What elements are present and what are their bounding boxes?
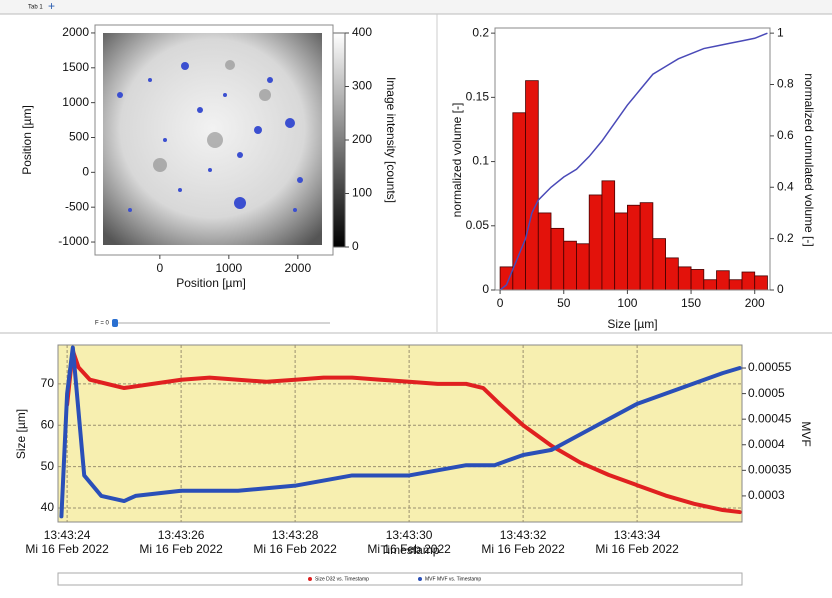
axis-title: Size [µm] [14, 409, 28, 459]
bar [563, 240, 577, 291]
plot-frame [94, 24, 334, 256]
x-tick-label: 2000 [284, 261, 311, 275]
bar [652, 238, 667, 291]
axis-title: Image intensity [counts] [384, 77, 398, 203]
legend-swatch [418, 577, 422, 581]
x-tick-label: 1000 [215, 261, 242, 275]
bar [627, 204, 641, 291]
x-tick-label: 13:43:26 Mi 16 Feb 2022 [139, 528, 223, 556]
y-tick-label: 500 [69, 130, 89, 144]
colorbar-tick-label: 100 [352, 186, 372, 200]
bar [665, 257, 679, 291]
series-line [59, 345, 742, 519]
tab-bar [0, 0, 832, 14]
bar [601, 180, 616, 291]
y2-tick-label: 0.0004 [748, 437, 785, 451]
x-tick-label: 13:43:32 Mi 16 Feb 2022 [481, 528, 565, 556]
slider-thumb[interactable] [112, 319, 118, 327]
y2-tick-label: 0.4 [777, 179, 794, 193]
y-tick-label: 50 [41, 459, 55, 473]
y-tick-label: 1000 [62, 95, 89, 109]
bar [639, 202, 654, 291]
axis-title: normalized cumulated volume [-] [802, 73, 816, 246]
tab[interactable]: Tab 1 [28, 5, 43, 11]
plot-area [57, 344, 743, 523]
particles [117, 62, 303, 212]
x-tick-label: 100 [617, 296, 637, 310]
series-line [65, 348, 742, 515]
x-tick-label: 13:43:24 Mi 16 Feb 2022 [25, 528, 109, 556]
axis-title: Position [µm] [176, 276, 246, 290]
y-tick-label: 70 [41, 376, 55, 390]
axis-title: MVF [799, 421, 813, 446]
axis-title: Size [µm] [607, 317, 657, 331]
bar [537, 212, 552, 291]
y-tick-label: 0 [482, 282, 489, 296]
bar [703, 279, 717, 291]
y-tick-label: 40 [41, 500, 55, 514]
x-tick-label: 13:43:34 Mi 16 Feb 2022 [595, 528, 679, 556]
bar [576, 243, 590, 291]
y-tick-label: 60 [41, 417, 55, 431]
x-tick-label: 50 [557, 296, 571, 310]
colorbar-tick-label: 0 [352, 239, 359, 253]
y2-tick-label: 0 [777, 282, 784, 296]
x-tick-label: 0 [157, 261, 164, 275]
bar [716, 270, 730, 291]
texture [153, 60, 271, 172]
bar [525, 80, 539, 291]
y-tick-label: 0.15 [466, 90, 490, 104]
y2-tick-label: 1 [777, 25, 784, 39]
bar [550, 227, 565, 291]
y2-tick-label: 0.8 [777, 77, 794, 91]
x-tick-label: 0 [497, 296, 504, 310]
bar [728, 279, 743, 291]
axis-title: Timestamp [381, 543, 440, 557]
plot-frame [494, 27, 771, 291]
y2-tick-label: 0.6 [777, 128, 794, 142]
y-tick-label: 0.1 [472, 154, 489, 168]
y-tick-label: 0.05 [466, 218, 490, 232]
y2-tick-label: 0.0003 [748, 488, 785, 502]
y2-tick-label: 0.00035 [748, 463, 792, 477]
cumulative-line [499, 32, 768, 291]
legend-swatch [308, 577, 312, 581]
bar [614, 212, 628, 291]
bar [741, 271, 756, 291]
bar [690, 269, 705, 291]
bar [588, 194, 603, 291]
bar [754, 275, 768, 291]
legend-label: Size D32 vs. Timestamp [315, 576, 369, 582]
y2-tick-label: 0.0005 [748, 386, 785, 400]
y2-tick-label: 0.00045 [748, 411, 792, 425]
axis-title: normalized volume [-] [450, 103, 464, 218]
y-tick-label: 1500 [62, 60, 89, 74]
colorbar-tick-label: 300 [352, 79, 372, 93]
y2-tick-label: 0.00055 [748, 360, 792, 374]
y-tick-label: -1000 [58, 234, 89, 248]
bar [499, 266, 514, 291]
x-tick-label: 13:43:28 Mi 16 Feb 2022 [253, 528, 337, 556]
colorbar [332, 32, 346, 248]
bar [677, 266, 692, 291]
colorbar-tick-label: 400 [352, 25, 372, 39]
x-tick-label: 200 [745, 296, 765, 310]
add-tab[interactable]: + [48, 0, 55, 13]
axis-title: Position [µm] [20, 105, 34, 175]
x-tick-label: 150 [681, 296, 701, 310]
legend-label: MVF MVF vs. Timestamp [425, 576, 481, 582]
y-tick-label: 2000 [62, 25, 89, 39]
slider-label: F = 0 [95, 321, 110, 327]
y-tick-label: 0 [82, 165, 89, 179]
y-tick-label: -500 [65, 199, 89, 213]
legend [57, 572, 743, 586]
y-tick-label: 0.2 [472, 25, 489, 39]
colorbar-tick-label: 200 [352, 132, 372, 146]
x-tick-label: 13:43:30 Mi 16 Feb 2022 [367, 528, 451, 556]
y2-tick-label: 0.2 [777, 231, 794, 245]
